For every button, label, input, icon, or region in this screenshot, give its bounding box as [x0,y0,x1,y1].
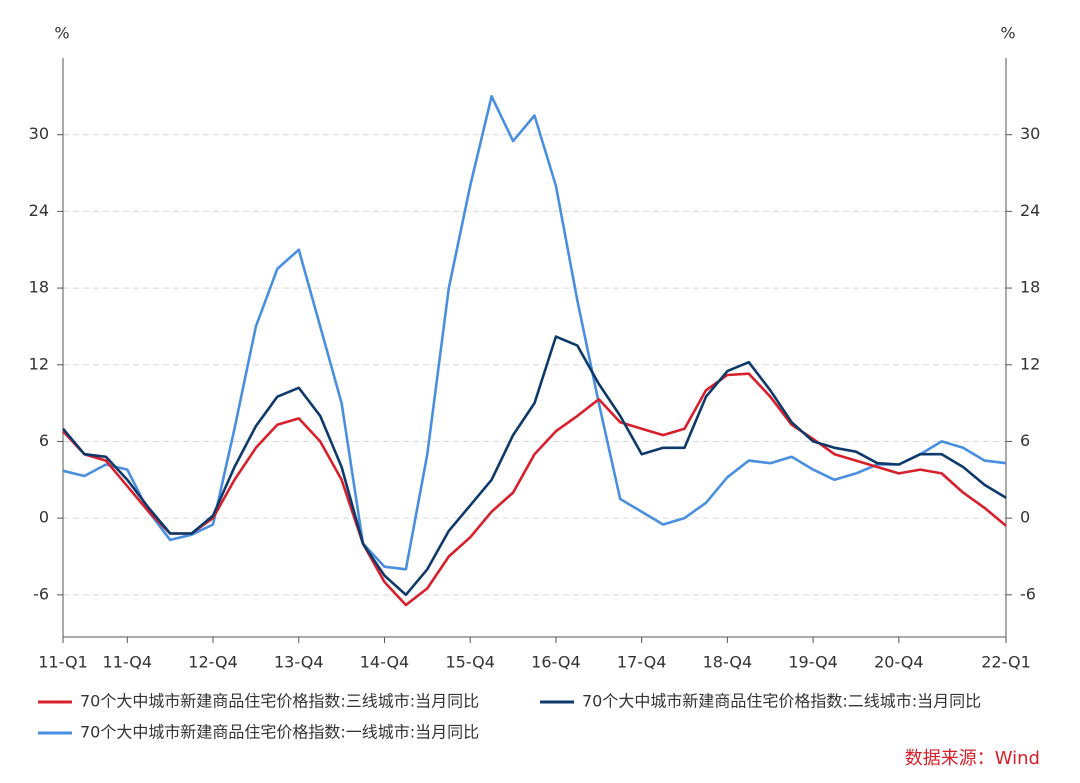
x-tick-label: 11-Q1 [38,653,88,672]
y-tick-label: 0 [39,508,49,527]
x-tick-label: 19-Q4 [788,653,838,672]
x-tick-label: 15-Q4 [445,653,495,672]
y2-axis-unit: % [1000,24,1015,43]
x-tick-label: 12-Q4 [188,653,238,672]
y2-tick-label: 24 [1020,201,1040,220]
y2-tick-label: 30 [1020,124,1040,143]
y-tick-label: 30 [29,124,49,143]
legend-label: 70个大中城市新建商品住宅价格指数:二线城市:当月同比 [582,692,981,711]
series-line [62,335,1007,597]
legend-label: 70个大中城市新建商品住宅价格指数:一线城市:当月同比 [80,723,479,742]
y-tick-label: -6 [33,584,49,603]
y-tick-label: 18 [29,278,49,297]
x-tick-label: 13-Q4 [274,653,324,672]
x-tick-label: 11-Q4 [103,653,153,672]
x-tick-label: 17-Q4 [617,653,667,672]
y-tick-label: 24 [29,201,49,220]
source-note: 数据来源：Wind [905,748,1040,769]
x-tick-label: 22-Q1 [981,653,1031,672]
y-axis-unit: % [54,24,69,43]
series-line [62,372,1007,607]
y2-tick-label: 18 [1020,278,1040,297]
y2-tick-label: -6 [1020,584,1036,603]
x-tick-label: 16-Q4 [531,653,581,672]
y2-tick-label: 0 [1020,508,1030,527]
series-line [62,95,1007,571]
y2-tick-label: 6 [1020,431,1030,450]
x-tick-label: 18-Q4 [703,653,753,672]
y-tick-label: 6 [39,431,49,450]
legend-label: 70个大中城市新建商品住宅价格指数:三线城市:当月同比 [80,692,479,711]
y2-tick-label: 12 [1020,354,1040,373]
x-tick-label: 14-Q4 [360,653,410,672]
y-tick-label: 12 [29,354,49,373]
x-tick-label: 20-Q4 [874,653,924,672]
